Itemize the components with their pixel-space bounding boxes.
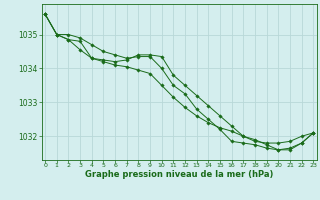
X-axis label: Graphe pression niveau de la mer (hPa): Graphe pression niveau de la mer (hPa) [85, 170, 273, 179]
